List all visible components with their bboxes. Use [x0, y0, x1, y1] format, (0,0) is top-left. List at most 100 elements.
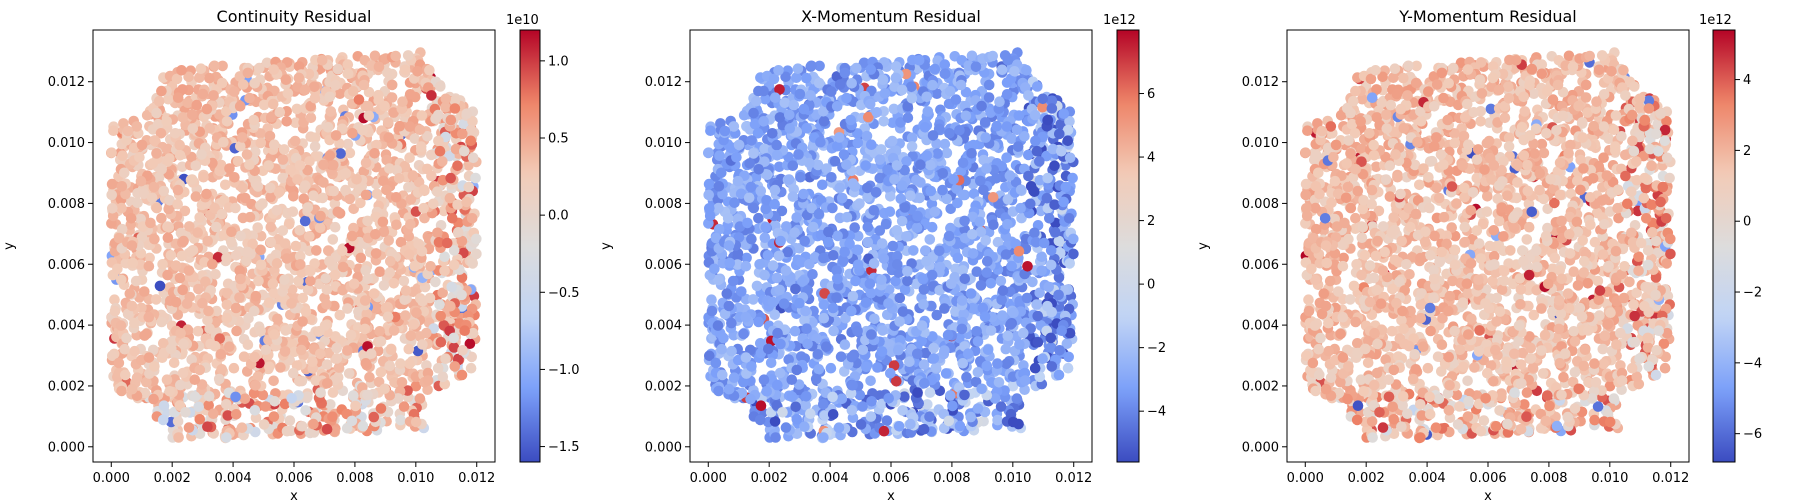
scatter-point [948, 174, 959, 185]
scatter-point [286, 298, 297, 309]
scatter-point [897, 405, 908, 416]
scatter-point [939, 303, 950, 314]
scatter-point [190, 191, 202, 202]
scatter-point [982, 344, 994, 356]
scatter-point [787, 191, 799, 202]
scatter-point [242, 67, 254, 79]
scatter-point [175, 379, 186, 391]
scatter-point [244, 211, 256, 223]
scatter-point [237, 79, 249, 90]
scatter-point [388, 325, 400, 336]
scatter-point [346, 415, 358, 427]
scatter-point [258, 419, 270, 430]
scatter-point [288, 191, 299, 202]
scatter-point [153, 172, 165, 183]
scatter-point [221, 312, 233, 324]
scatter-point [788, 99, 800, 111]
scatter-point [1036, 251, 1047, 262]
scatter-point [891, 160, 903, 171]
scatter-point [732, 248, 744, 259]
scatter-point [839, 246, 850, 258]
scatter-point [342, 59, 354, 70]
scatter-point [467, 258, 479, 269]
scatter-point [327, 387, 339, 398]
scatter-point [1015, 184, 1027, 196]
scatter-point [985, 325, 997, 336]
scatter-point [244, 159, 255, 170]
scatter-point [161, 116, 172, 127]
scatter-point [1007, 380, 1019, 392]
scatter-point [703, 178, 715, 190]
scatter-point [955, 79, 967, 91]
scatter-point [858, 57, 870, 69]
x-tick-label: 0.008 [336, 471, 373, 486]
scatter-point [135, 248, 147, 259]
scatter-point [432, 109, 444, 121]
scatter-point [920, 347, 932, 359]
scatter-point [294, 250, 306, 262]
scatter-point [384, 360, 396, 372]
scatter-point [821, 163, 832, 174]
scatter-point [181, 298, 193, 310]
scatter-point [195, 63, 207, 74]
scatter-point [1012, 141, 1024, 152]
scatter-point [383, 132, 395, 143]
scatter-point [294, 376, 305, 387]
scatter-point [210, 269, 221, 280]
scatter-point [297, 292, 309, 304]
scatter-point [852, 244, 863, 256]
scatter-point [281, 116, 293, 127]
scatter-point [268, 64, 280, 75]
scatter-point [329, 221, 341, 233]
scatter-point [723, 300, 735, 312]
scatter-point [309, 81, 320, 93]
scatter-point [755, 400, 767, 412]
scatter-point [268, 411, 280, 422]
scatter-point [945, 390, 956, 401]
scatter-point [950, 306, 961, 317]
scatter-point [117, 150, 128, 161]
scatter-point [1025, 198, 1036, 210]
scatter-point [265, 191, 276, 203]
scatter-point [713, 385, 724, 397]
scatter-point [132, 197, 143, 208]
scatter-point [417, 339, 428, 350]
scatter-point [966, 148, 977, 159]
scatter-point [944, 128, 955, 139]
scatter-point [876, 274, 887, 286]
scatter-point [400, 310, 411, 321]
scatter-point [218, 136, 229, 148]
scatter-point [249, 305, 260, 317]
scatter-point [331, 342, 343, 354]
scatter-point [201, 103, 213, 115]
scatter-point [426, 149, 437, 161]
scatter-point [115, 320, 127, 331]
scatter-point [141, 328, 152, 340]
scatter-point [770, 432, 781, 443]
scatter-point [929, 206, 941, 218]
scatter-point [194, 414, 206, 425]
scatter-point [360, 265, 372, 276]
scatter-point [445, 300, 456, 312]
scatter-point [172, 92, 184, 103]
scatter-point [440, 101, 451, 113]
scatter-point [353, 94, 365, 105]
scatter-point [434, 299, 445, 310]
scatter-point [753, 212, 764, 224]
scatter-point [857, 344, 869, 356]
scatter-point [893, 421, 905, 432]
scatter-point [148, 344, 159, 356]
scatter-point [765, 357, 777, 369]
scatter-point [748, 202, 760, 214]
scatter-point [447, 213, 458, 224]
scatter-point [882, 164, 893, 175]
scatter-point [205, 338, 216, 350]
scatter-point [841, 92, 852, 104]
scatter-point [726, 345, 737, 357]
scatter-point [968, 188, 980, 200]
scatter-point [471, 233, 482, 245]
scatter-point [934, 245, 945, 257]
scatter-point [927, 331, 938, 342]
scatter-point [208, 408, 219, 420]
scatter-point [229, 172, 240, 183]
